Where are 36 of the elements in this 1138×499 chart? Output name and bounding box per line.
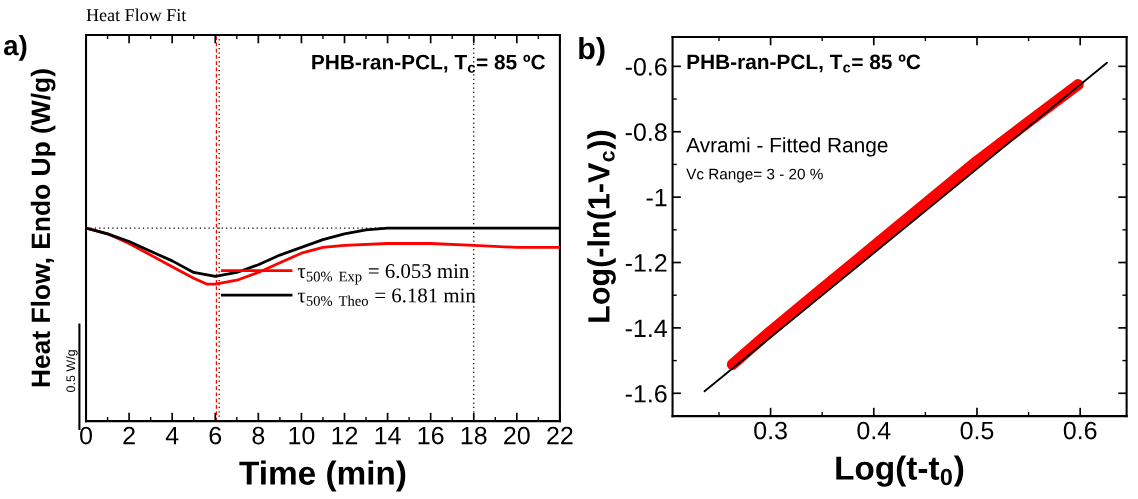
y-tick-label: -0.8 — [625, 123, 667, 142]
x-tick-label: 8 — [252, 426, 265, 445]
annotation: Vc Range= 3 - 20 % — [686, 168, 823, 183]
chart-title: Heat Flow Fit — [86, 8, 187, 22]
annotation: Avrami - Fitted Range — [686, 137, 888, 157]
x-tick-label: 0 — [80, 426, 93, 445]
x-tick-label: 0.5 — [960, 421, 994, 440]
annotation: PHB-ran-PCL, T$_{c}$= 85 ºC — [687, 54, 921, 73]
x-tick-label: 0.4 — [857, 421, 891, 440]
x-tick-label: 16 — [418, 426, 444, 445]
y-tick-label: -1 — [646, 188, 667, 207]
legend-label: τ$_{50% Exp}$ = 6.053 min — [297, 264, 469, 285]
y-axis-title: Log(-ln(1-V$_{c}$)) — [587, 130, 616, 322]
x-tick-label: 4 — [165, 426, 179, 445]
y-tick-label: -0.6 — [625, 57, 667, 76]
text: a) — [3, 34, 27, 61]
x-tick-label: 10 — [289, 426, 315, 445]
x-tick-label: 14 — [375, 426, 401, 445]
x-tick-label: 20 — [504, 426, 530, 445]
x-tick-label: 2 — [123, 426, 135, 445]
x-tick-label: 0.6 — [1063, 421, 1097, 440]
y-axis-title: Heat Flow, Endo Up (W/g) — [30, 69, 56, 387]
text: 0.5 W/g — [65, 350, 78, 392]
y-tick-label: -1.2 — [625, 254, 667, 272]
x-axis-title: Log(t-t$_{0}$) — [836, 455, 964, 487]
x-tick-label: 22 — [547, 426, 573, 445]
x-axis-title: Time (min) — [239, 460, 406, 492]
x-tick-label: 6 — [209, 426, 222, 445]
y-tick-label: -1.6 — [625, 384, 667, 403]
x-tick-label: 12 — [332, 426, 358, 445]
x-tick-label: 18 — [461, 426, 487, 445]
legend-label: τ$_{50% Theo}$ = 6.181 min — [297, 288, 476, 306]
text: b) — [579, 36, 605, 66]
x-tick-label: 0.3 — [754, 421, 787, 440]
text: PHB-ran-PCL, T$_{c}$= 85 ºC — [312, 54, 546, 73]
y-tick-label: -1.4 — [625, 319, 667, 337]
